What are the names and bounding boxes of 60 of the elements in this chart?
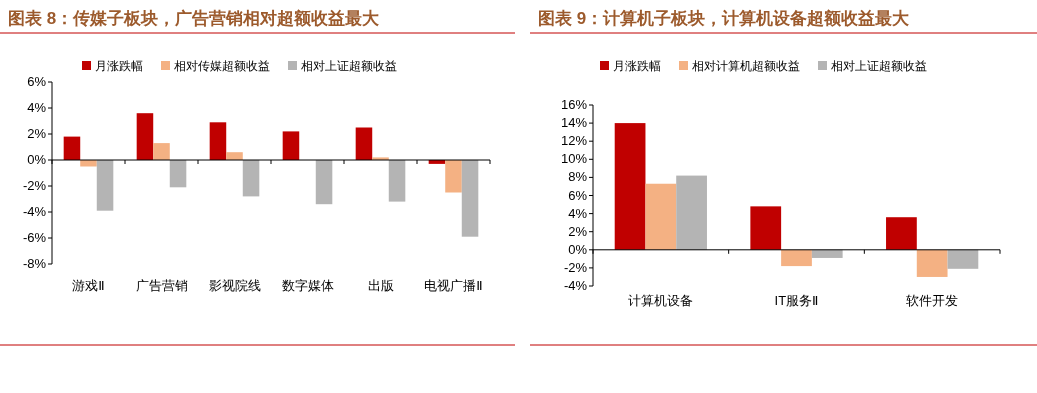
bar [209,122,227,160]
y-tick-label: -8% [22,256,47,271]
y-tick-label: 4% [27,100,47,115]
bar [676,175,707,250]
y-tick-label: 10% [560,151,588,167]
x-tick-label: IT服务Ⅱ [774,293,819,308]
bar [355,127,373,160]
y-tick-label: 16% [560,97,588,112]
bar [282,131,300,160]
x-tick-label: 游戏Ⅱ [72,278,105,293]
bar [645,183,677,250]
bar [242,160,260,197]
bar [169,160,187,188]
bar [947,249,979,269]
y-tick-label: -6% [22,230,47,245]
bar [153,143,170,160]
y-tick-label: 14% [560,115,588,131]
legend-label: 相对上证超额收益 [831,59,927,73]
y-tick-label: 4% [568,205,588,221]
bar [388,160,406,202]
x-tick-label: 计算机设备 [628,293,694,308]
legend-label: 相对计算机超额收益 [692,59,800,73]
y-tick-label: 0% [568,241,588,257]
y-tick-label: 12% [560,133,588,149]
x-tick-label: 软件开发 [906,293,959,308]
x-tick-label: 数字媒体 [281,278,334,293]
bar [136,113,154,160]
y-tick-label: 6% [568,187,588,203]
bar [315,160,333,205]
bar [226,152,243,160]
legend-label: 月涨跌幅 [613,59,661,73]
legend-label: 相对传媒超额收益 [174,59,270,73]
x-tick-label: 广告营销 [135,278,188,293]
y-tick-label: 8% [568,169,588,185]
bar [445,160,462,193]
bar [886,217,917,250]
bar [461,160,479,237]
bar [750,206,782,250]
bar [916,249,948,277]
bar [63,136,81,160]
bar [614,123,646,250]
y-tick-label: -4% [563,278,588,293]
bar [781,249,812,267]
y-tick-label: 2% [568,223,588,239]
y-tick-label: 2% [27,126,47,141]
chart-title: 图表 8：传媒子板块，广告营销相对超额收益最大 [8,9,381,28]
x-tick-label: 电视广播Ⅱ [424,278,483,293]
y-tick-label: -4% [22,204,47,219]
bar [811,249,843,258]
x-tick-label: 影视院线 [208,278,261,293]
y-tick-label: -2% [22,178,47,193]
bar [80,160,97,167]
x-tick-label: 出版 [367,278,394,293]
legend-label: 相对上证超额收益 [301,59,397,73]
y-tick-label: 0% [27,152,47,167]
legend-label: 月涨跌幅 [95,59,143,73]
y-tick-label: -2% [563,259,588,275]
bar [96,160,114,211]
y-tick-label: 6% [27,74,47,89]
chart-title: 图表 9：计算机子板块，计算机设备超额收益最大 [538,9,911,28]
